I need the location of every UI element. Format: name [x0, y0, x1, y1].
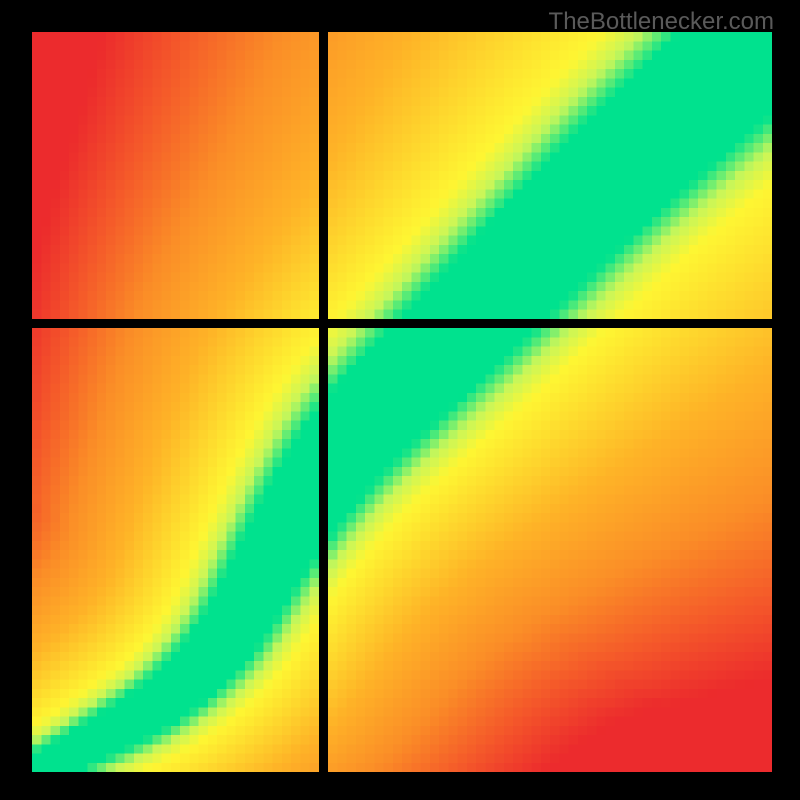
bottleneck-heatmap [32, 32, 772, 772]
chart-container: TheBottlenecker.com [0, 0, 800, 800]
watermark-text: TheBottlenecker.com [549, 8, 774, 36]
